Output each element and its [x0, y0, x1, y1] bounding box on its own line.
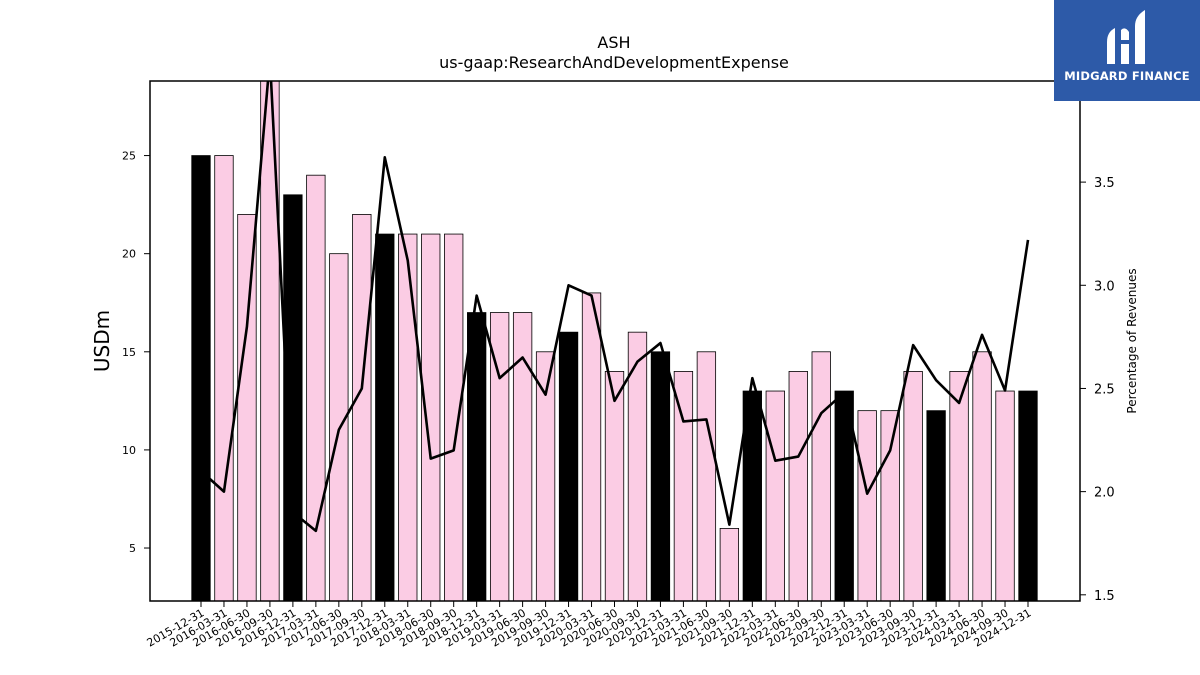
bar	[260, 81, 280, 601]
y-axis-label: USDm	[90, 310, 114, 372]
y2-tick-label: 3.0	[1094, 279, 1115, 294]
bar	[444, 233, 464, 601]
line-layer	[200, 81, 1030, 533]
midgard-logo-icon	[1107, 10, 1145, 64]
y-tick-label: 20	[122, 248, 136, 261]
bar	[949, 371, 969, 601]
bar	[535, 351, 556, 601]
bar	[696, 351, 717, 601]
y2-tick-label: 3.5	[1094, 176, 1115, 191]
bar	[352, 214, 372, 601]
bar	[673, 371, 694, 601]
bar	[811, 351, 831, 601]
bar	[719, 528, 740, 601]
bar	[512, 312, 533, 601]
bar	[880, 410, 900, 601]
bar	[489, 312, 510, 601]
bar	[375, 233, 395, 601]
bar	[765, 390, 785, 601]
bar	[995, 390, 1015, 601]
bar	[306, 174, 326, 601]
percentage-line	[200, 81, 1030, 533]
bar	[191, 155, 211, 601]
y2-tick-label: 2.5	[1094, 382, 1115, 397]
bar	[926, 410, 946, 601]
bar	[237, 214, 257, 601]
bar	[857, 410, 877, 601]
y-tick-label: 10	[122, 444, 136, 457]
bar	[467, 312, 487, 601]
bars-layer	[191, 81, 1038, 601]
y-tick-label: 25	[122, 150, 136, 163]
bar	[558, 331, 579, 601]
bar	[214, 155, 234, 601]
bar	[604, 371, 625, 601]
bar	[421, 233, 441, 601]
bar	[627, 331, 648, 601]
y-tick-label: 15	[122, 346, 136, 359]
chart-title: ASH	[597, 33, 630, 52]
brand-name: MIDGARD FINANCE	[1064, 69, 1190, 83]
bar	[398, 233, 418, 601]
y2-tick-label: 2.0	[1094, 486, 1115, 501]
chart-subtitle: us-gaap:ResearchAndDevelopmentExpense	[439, 53, 789, 72]
bar	[1018, 390, 1038, 601]
bar	[972, 351, 992, 601]
bar	[650, 351, 671, 601]
y2-tick-label: 1.5	[1094, 589, 1115, 604]
bar	[283, 194, 303, 601]
axes-layer: 5101520251.52.02.53.03.52015-12-312016-0…	[122, 80, 1115, 650]
y-tick-label: 5	[129, 542, 136, 555]
bar	[788, 371, 808, 601]
bar	[903, 371, 923, 601]
y2-axis-label: Percentage of Revenues	[1125, 268, 1139, 413]
bar	[742, 390, 762, 601]
bar	[581, 292, 602, 601]
bar	[834, 390, 854, 601]
midgard-finance-logo: MIDGARD FINANCE	[1054, 0, 1200, 101]
